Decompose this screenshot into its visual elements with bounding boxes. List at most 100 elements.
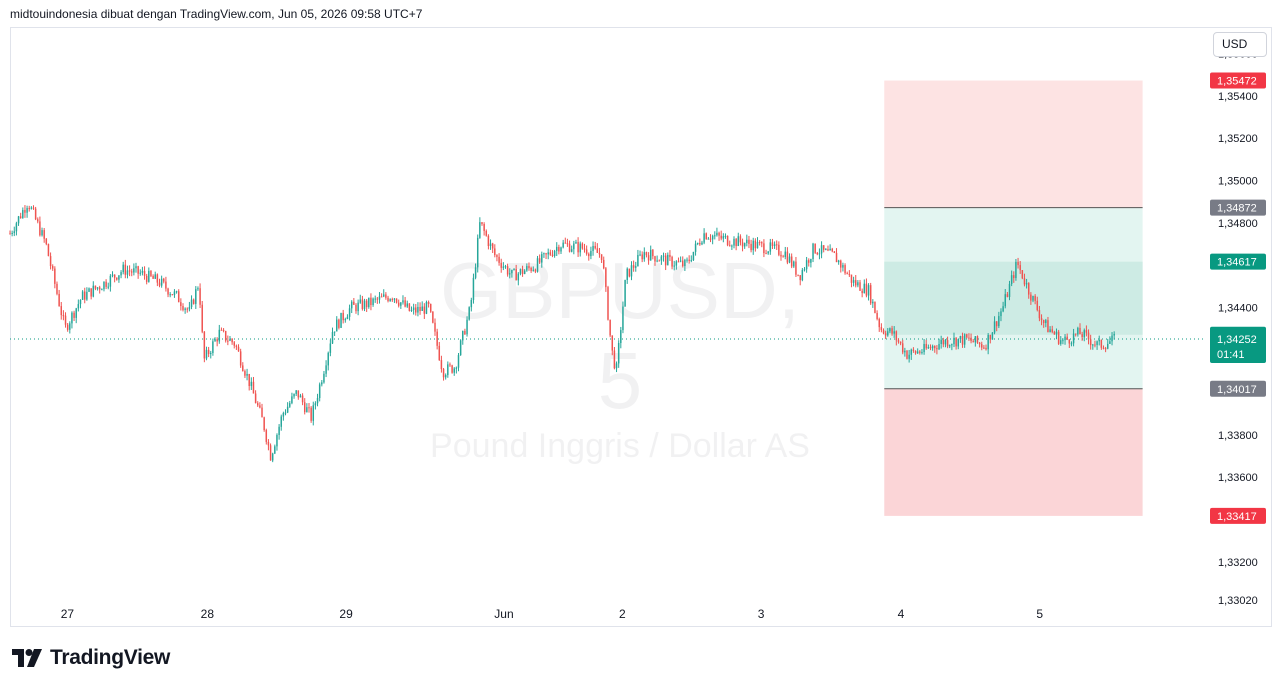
candle-body <box>564 242 567 244</box>
candle-body <box>282 413 285 417</box>
candle-body <box>163 278 165 282</box>
price-tag-label: 1,34252 <box>1217 334 1257 346</box>
candle-body <box>359 299 362 303</box>
candle-body <box>94 285 97 289</box>
price-tag-entry <box>1210 380 1266 397</box>
y-tick-label: 1,35000 <box>1218 176 1258 188</box>
candle-body <box>976 336 979 343</box>
candle-body <box>308 407 310 409</box>
candle-body <box>750 243 752 251</box>
candle-body <box>293 393 295 397</box>
currency-button[interactable]: USD <box>1213 32 1267 57</box>
x-tick-label: 28 <box>201 607 215 621</box>
candle-body <box>1055 331 1058 335</box>
candle-body <box>667 254 669 266</box>
candle-body <box>517 273 520 281</box>
candle-body <box>73 312 75 318</box>
candle-body <box>415 307 417 313</box>
candle-body <box>741 242 744 247</box>
candle-body <box>899 341 902 344</box>
candle-body <box>342 312 344 321</box>
candle-body <box>457 355 460 368</box>
candle-body <box>825 249 827 251</box>
candle-body <box>893 331 895 334</box>
candle-body <box>167 288 169 295</box>
candle-body <box>1015 261 1017 279</box>
candle-body <box>410 309 413 311</box>
candle-body <box>622 306 624 331</box>
candle-body <box>626 268 628 280</box>
candle-body <box>438 345 441 361</box>
candle-body <box>1030 294 1032 301</box>
candle-body <box>923 343 925 353</box>
candle-body <box>468 307 470 320</box>
candle-body <box>707 238 710 240</box>
candle-body <box>739 236 742 243</box>
candle-body <box>513 269 515 271</box>
candle-body <box>310 407 312 421</box>
candle-body <box>427 302 430 305</box>
candle-body <box>365 300 368 308</box>
candle-body <box>1006 294 1009 297</box>
candle-body <box>425 302 428 314</box>
candle-body <box>511 269 513 274</box>
candle-body <box>878 318 880 328</box>
candle-body <box>274 446 276 454</box>
candle-body <box>242 365 244 372</box>
candle-body <box>389 299 391 302</box>
candle-body <box>188 306 191 310</box>
candle-body <box>30 207 33 209</box>
y-tick-label: 1,34400 <box>1218 303 1258 315</box>
candle-body <box>449 364 451 366</box>
candle-body <box>872 301 874 304</box>
candle-body <box>336 319 338 332</box>
candle-body <box>487 235 490 247</box>
candle-body <box>771 242 774 246</box>
candle-body <box>793 261 795 267</box>
candle-body <box>916 351 919 354</box>
candle-body <box>816 252 819 255</box>
candle-body <box>583 248 586 250</box>
candle-body <box>62 315 65 317</box>
candle-body <box>318 384 321 399</box>
candle-body <box>316 398 319 404</box>
candle-body <box>664 255 667 266</box>
candle-body <box>466 319 468 335</box>
candle-body <box>842 265 844 268</box>
candle-body <box>808 260 810 263</box>
candle-body <box>577 242 579 253</box>
candle-body <box>660 256 663 261</box>
candle-body <box>656 260 658 262</box>
candle-body <box>938 343 940 350</box>
candle-body <box>613 350 616 369</box>
candle-body <box>863 283 866 294</box>
candle-body <box>224 331 227 341</box>
candle-body <box>101 289 103 291</box>
candle-body <box>876 313 878 319</box>
candle-body <box>820 245 823 254</box>
candle-body <box>51 266 54 269</box>
candle-body <box>1049 329 1051 333</box>
candle-body <box>957 339 960 347</box>
tradingview-logo-icon <box>12 649 42 667</box>
candle-body <box>887 331 889 336</box>
candle-body <box>180 302 182 307</box>
candle-body <box>961 336 964 345</box>
candle-body <box>1079 327 1081 335</box>
candle-body <box>81 291 84 300</box>
candle-body <box>353 301 355 305</box>
candle-body <box>333 331 336 333</box>
candle-body <box>874 301 876 314</box>
candle-body <box>615 363 618 369</box>
candle-body <box>271 453 274 461</box>
candle-body <box>987 334 989 350</box>
candle-body <box>246 373 248 376</box>
candle-body <box>1068 339 1071 344</box>
candle-body <box>122 264 124 273</box>
candle-body <box>696 242 699 244</box>
candle-body <box>391 299 394 301</box>
candle-body <box>547 252 549 255</box>
candle-body <box>160 278 163 286</box>
price-tag-label: 1,35472 <box>1217 76 1257 88</box>
